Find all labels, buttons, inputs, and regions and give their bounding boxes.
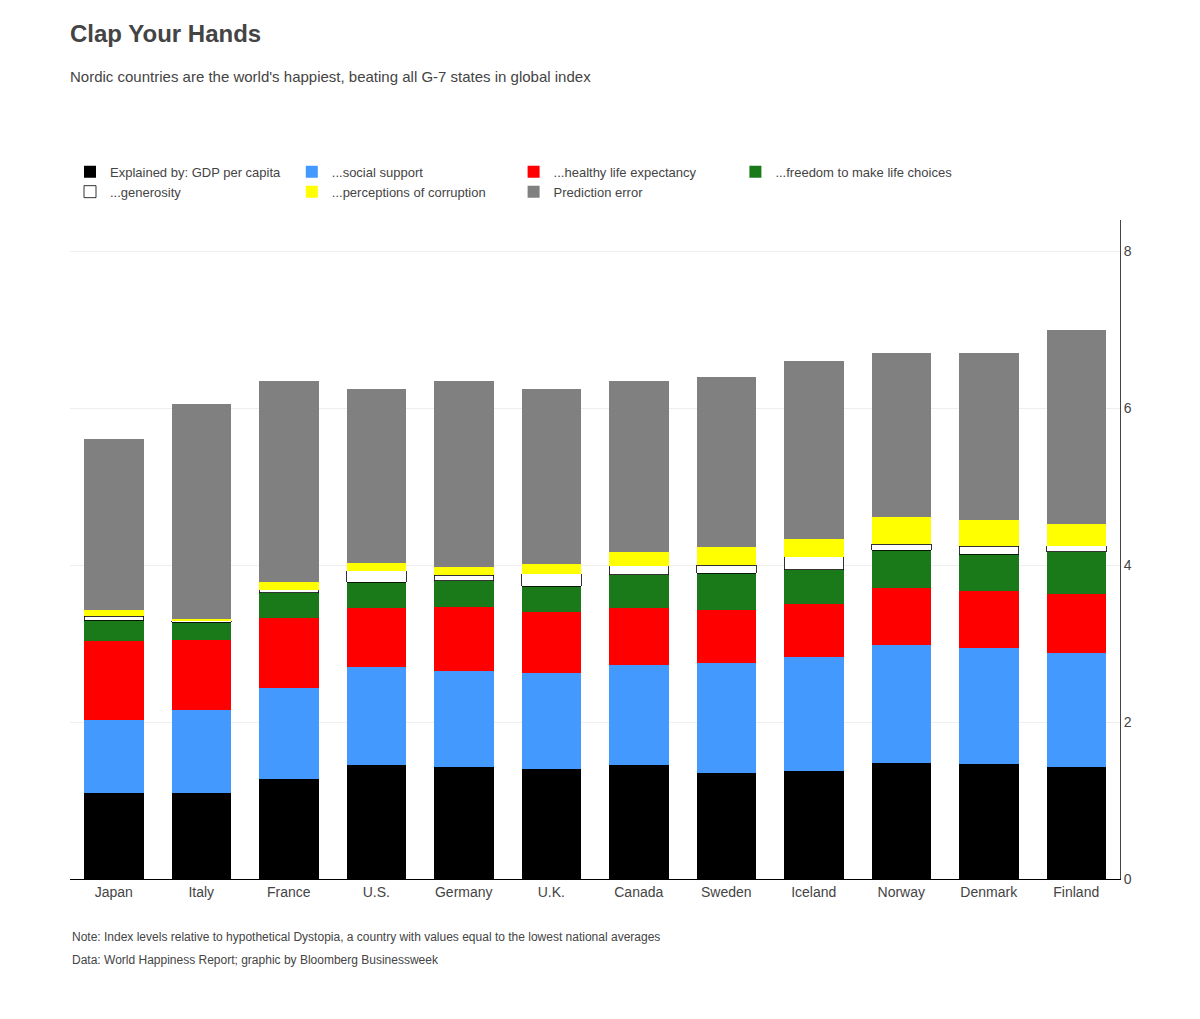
svg-text:...healthy life expectancy: ...healthy life expectancy (554, 165, 697, 180)
svg-text:...social support: ...social support (332, 165, 423, 180)
svg-text:U.S.: U.S. (363, 884, 390, 900)
svg-text:...generosity: ...generosity (110, 185, 181, 200)
svg-text:Norway: Norway (878, 884, 925, 900)
svg-text:Iceland: Iceland (791, 884, 836, 900)
svg-text:...freedom to make life choice: ...freedom to make life choices (775, 165, 952, 180)
svg-text:4: 4 (1124, 557, 1132, 573)
svg-text:Italy: Italy (188, 884, 214, 900)
svg-text:Note: Index levels relative to: Note: Index levels relative to hypotheti… (72, 930, 660, 944)
svg-text:Sweden: Sweden (701, 884, 752, 900)
svg-text:6: 6 (1124, 400, 1132, 416)
svg-text:Clap Your Hands: Clap Your Hands (70, 20, 261, 47)
svg-text:Germany: Germany (435, 884, 493, 900)
svg-text:Japan: Japan (95, 884, 133, 900)
svg-text:...perceptions of corruption: ...perceptions of corruption (332, 185, 486, 200)
svg-text:Finland: Finland (1053, 884, 1099, 900)
svg-text:France: France (267, 884, 311, 900)
svg-text:Nordic countries are the world: Nordic countries are the world's happies… (70, 68, 591, 85)
svg-text:Explained by: GDP per capita: Explained by: GDP per capita (110, 165, 281, 180)
svg-text:Denmark: Denmark (960, 884, 1018, 900)
svg-text:0: 0 (1124, 871, 1132, 887)
svg-text:Prediction error: Prediction error (554, 185, 644, 200)
svg-text:U.K.: U.K. (538, 884, 565, 900)
svg-text:Canada: Canada (614, 884, 663, 900)
svg-text:Data: World Happiness Report;: Data: World Happiness Report; graphic by… (72, 953, 439, 967)
svg-text:8: 8 (1124, 243, 1132, 259)
svg-text:2: 2 (1124, 714, 1132, 730)
